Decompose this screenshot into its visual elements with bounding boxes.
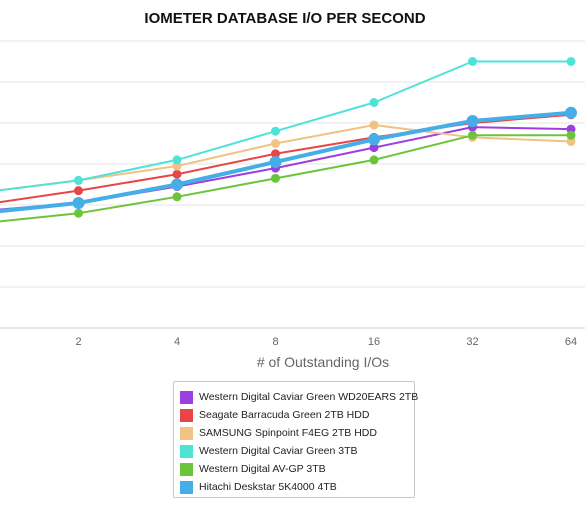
data-point[interactable] <box>566 124 576 134</box>
legend-item[interactable]: Seagate Barracuda Green 2TB HDD <box>180 406 414 424</box>
legend-item[interactable]: Western Digital Caviar Green 3TB <box>180 442 414 460</box>
series-6 <box>0 106 577 214</box>
data-point[interactable] <box>468 130 477 140</box>
legend-label: SAMSUNG Spinpoint F4EG 2TB HDD <box>199 427 377 439</box>
legend-item[interactable]: Hitachi Deskstar 5K4000 4TB <box>180 478 414 496</box>
data-point[interactable] <box>271 173 280 183</box>
legend-item[interactable]: Western Digital AV-GP 3TB <box>180 460 414 478</box>
legend-swatch <box>180 444 193 458</box>
x-tick-label: 4 <box>174 336 180 348</box>
legend-swatch <box>180 480 193 494</box>
legend-item[interactable]: SAMSUNG Spinpoint F4EG 2TB HDD <box>180 424 414 442</box>
x-tick-label: 2 <box>75 336 81 348</box>
series-layer <box>0 57 577 223</box>
x-tick-label: 32 <box>466 336 478 348</box>
data-point[interactable] <box>172 161 182 171</box>
legend-swatch <box>180 462 193 476</box>
data-point[interactable] <box>369 155 379 165</box>
legend-item[interactable]: Western Digital Caviar Green WD20EARS 2T… <box>180 388 418 406</box>
legend-label: Western Digital Caviar Green 3TB <box>199 445 358 457</box>
data-point[interactable] <box>369 120 379 130</box>
x-axis-label: # of Outstanding I/Os <box>257 354 389 370</box>
x-tick-label: 8 <box>272 336 278 348</box>
legend-label: Western Digital Caviar Green WD20EARS 2T… <box>199 391 419 403</box>
legend-swatch <box>180 426 193 440</box>
data-point[interactable] <box>74 186 83 196</box>
data-point[interactable] <box>72 196 85 209</box>
legend-label: Hitachi Deskstar 5K4000 4TB <box>199 481 337 493</box>
x-tick-label: 64 <box>565 336 577 348</box>
data-point[interactable] <box>172 192 182 202</box>
data-point[interactable] <box>74 175 83 185</box>
legend-swatch <box>180 408 193 422</box>
series-5 <box>0 130 576 223</box>
legend-swatch <box>180 390 193 404</box>
series-line <box>0 126 572 211</box>
data-point[interactable] <box>171 178 183 191</box>
data-point[interactable] <box>566 130 576 140</box>
data-point[interactable] <box>566 136 576 146</box>
data-point[interactable] <box>271 126 280 136</box>
data-point[interactable] <box>271 149 280 159</box>
x-tick-label: 16 <box>368 336 380 348</box>
data-point[interactable] <box>74 208 83 218</box>
legend-label: Western Digital AV-GP 3TB <box>199 463 326 475</box>
data-point[interactable] <box>368 133 380 146</box>
data-point[interactable] <box>369 143 379 153</box>
chart-title: IOMETER DATABASE I/O PER SECOND <box>144 10 425 27</box>
data-point[interactable] <box>172 169 182 179</box>
data-point[interactable] <box>172 155 182 165</box>
data-point[interactable] <box>468 57 477 66</box>
data-point[interactable] <box>566 57 576 66</box>
legend: Western Digital Caviar Green WD20EARS 2T… <box>173 381 418 498</box>
data-point[interactable] <box>565 106 577 119</box>
data-point[interactable] <box>369 98 379 107</box>
grid <box>0 40 585 329</box>
x-axis-ticks: 2 4 8 16 32 64 <box>75 336 577 348</box>
series-4 <box>0 57 576 192</box>
data-point[interactable] <box>466 114 479 127</box>
data-point[interactable] <box>271 139 280 148</box>
legend-label: Seagate Barracuda Green 2TB HDD <box>199 409 370 421</box>
data-point[interactable] <box>269 155 282 168</box>
